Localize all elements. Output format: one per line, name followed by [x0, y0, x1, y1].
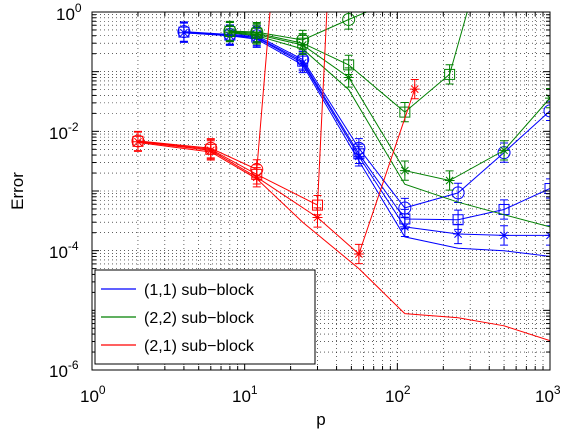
x-tick-label: 103 [535, 383, 561, 406]
data-point-marker [342, 12, 356, 26]
data-point-marker [453, 229, 464, 240]
series-line [137, 142, 550, 342]
data-point-marker [451, 186, 465, 200]
data-point-marker [250, 25, 264, 39]
series-line [229, 31, 550, 182]
data-point-marker [444, 68, 456, 80]
data-point-marker [499, 230, 510, 241]
series-2-2-circle [223, 12, 368, 51]
x-tick-label: 102 [385, 383, 411, 406]
series-layer [131, 12, 550, 342]
data-point-marker [177, 25, 191, 39]
data-point-marker [223, 24, 237, 38]
series-line [137, 88, 416, 255]
tick-marks [91, 12, 550, 371]
data-point-marker [352, 141, 366, 155]
series-2-2-none [229, 32, 550, 228]
y-tick-label: 10-2 [49, 120, 79, 143]
data-point-marker [452, 214, 464, 226]
data-point-marker [250, 162, 264, 176]
series-line [183, 32, 550, 236]
series-1-1-square [178, 21, 550, 230]
error-bar [454, 182, 463, 204]
legend-label-1-1: (1,1) sub−block [144, 282, 255, 299]
series-2-1-circle [131, 12, 271, 180]
data-point-marker [543, 104, 550, 118]
data-point-marker [353, 248, 364, 259]
x-tick-label: 101 [232, 383, 258, 406]
legend-label-2-1: (2,1) sub−block [144, 338, 255, 355]
data-point-marker [343, 72, 354, 83]
series-line [229, 32, 550, 228]
series-2-1-none [137, 142, 550, 342]
legend-label-2-2: (2,2) sub−block [144, 310, 255, 327]
y-tick-label: 100 [56, 1, 82, 24]
error-bar [454, 209, 463, 230]
data-point-marker [204, 141, 218, 155]
error-bar [500, 199, 509, 220]
data-point-marker [544, 183, 550, 195]
series-1-1-none [183, 32, 550, 257]
y-tick-label: 10-4 [49, 239, 79, 262]
data-point-marker [343, 59, 355, 71]
error-bar [445, 64, 454, 85]
x-tick-label: 100 [80, 383, 106, 406]
error-bar [313, 194, 322, 216]
data-point-marker [312, 199, 324, 211]
y-axis-label: Error [8, 172, 27, 210]
y-tick-label: 10-6 [49, 358, 79, 381]
error-bar [546, 88, 550, 109]
series-line [137, 12, 271, 171]
data-point-marker [399, 165, 410, 176]
data-point-marker [398, 201, 412, 215]
data-point-marker [296, 33, 310, 47]
series-line [183, 31, 550, 221]
data-point-marker [409, 84, 420, 95]
error-bar [344, 54, 353, 75]
data-point-marker [499, 145, 510, 156]
error-bar [546, 178, 550, 199]
data-point-marker [131, 134, 145, 148]
legend: (1,1) sub−block (2,2) sub−block (2,1) su… [94, 269, 316, 365]
series-line [183, 32, 550, 257]
data-point-marker [444, 175, 455, 186]
x-axis-label: p [316, 410, 325, 429]
data-point-marker [312, 212, 323, 223]
